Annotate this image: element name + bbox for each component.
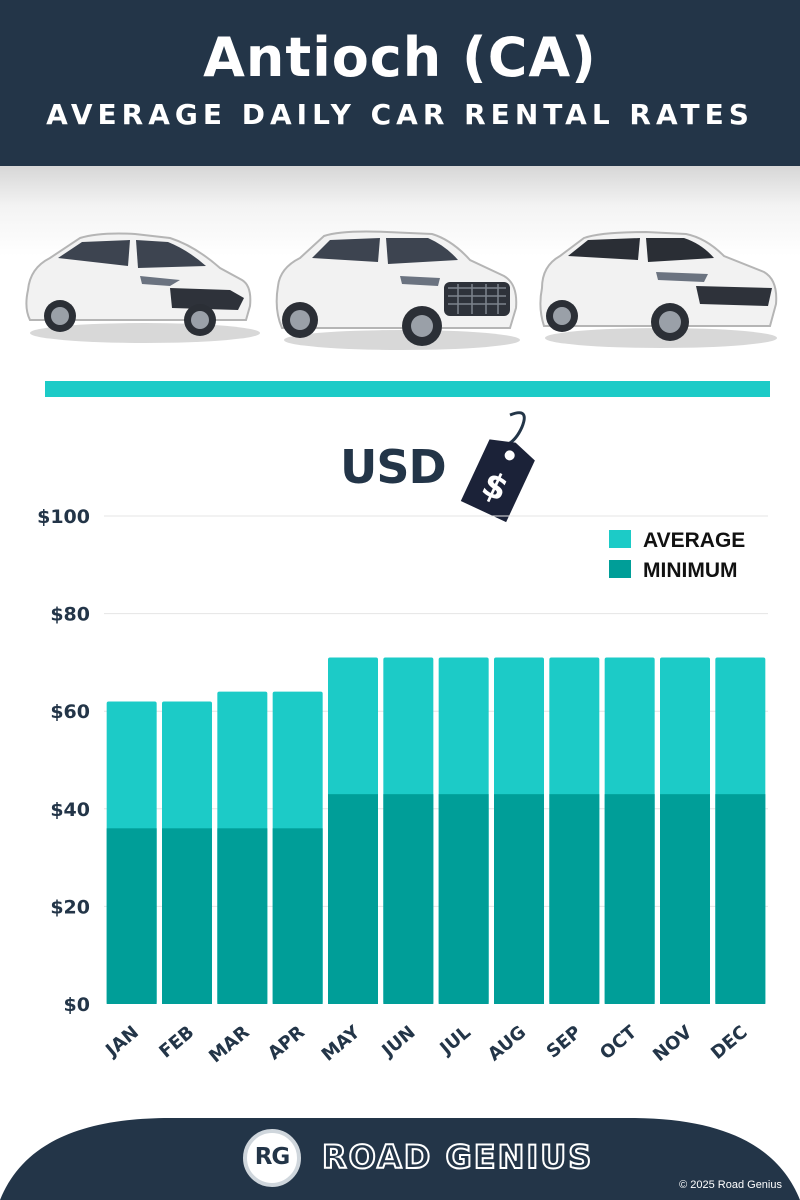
x-tick-label: FEB <box>155 1022 198 1063</box>
bar-minimum-sep <box>549 794 600 1004</box>
x-tick-label: DEC <box>707 1022 751 1064</box>
price-tag-icon: $ <box>460 411 535 523</box>
y-tick-label: $100 <box>37 506 90 528</box>
x-tick-label: OCT <box>596 1021 641 1064</box>
suv-car-image <box>275 230 520 350</box>
x-tick-label: AUG <box>484 1022 530 1066</box>
x-tick-label: MAY <box>318 1021 365 1065</box>
road-genius-logo: RG <box>243 1129 301 1187</box>
accent-rule <box>45 381 770 397</box>
hatchback-car-image <box>25 232 260 343</box>
brand-name: ROAD GENIUS <box>321 1137 594 1177</box>
y-tick-label: $60 <box>50 701 90 723</box>
rental-rates-chart: $0 $20 $40 $60 $80 $100 JAN FEB MAR APR MAY JUN JUL… <box>37 506 768 1068</box>
x-tick-label: NOV <box>649 1022 696 1066</box>
currency-label: USD <box>340 440 447 494</box>
bar-minimum-nov <box>660 794 710 1004</box>
bar-minimum-apr <box>272 828 323 1004</box>
luxury-suv-image <box>539 230 778 348</box>
x-tick-label: MAR <box>205 1022 254 1068</box>
page-title: Antioch (CA) <box>203 26 597 89</box>
x-tick-label: JUL <box>435 1022 475 1060</box>
bar-minimum-jul <box>438 794 489 1004</box>
header-banner: Antioch (CA) AVERAGE DAILY CAR RENTAL RA… <box>0 0 800 166</box>
bar-minimum-aug <box>494 794 544 1004</box>
bar-minimum-feb <box>162 828 212 1004</box>
x-tick-label: JUN <box>377 1022 420 1063</box>
y-tick-label: $40 <box>50 799 90 821</box>
legend-label-average: AVERAGE <box>643 529 745 552</box>
y-tick-label: $0 <box>64 994 90 1016</box>
bar-minimum-jun <box>383 794 434 1004</box>
y-tick-label: $20 <box>50 896 90 918</box>
bar-minimum-jan <box>106 828 157 1004</box>
bar-minimum-dec <box>715 794 766 1004</box>
footer-bar <box>0 1118 800 1200</box>
bar-minimum-mar <box>217 828 268 1004</box>
legend-swatch-average <box>609 530 631 548</box>
legend-swatch-minimum <box>609 560 631 578</box>
x-tick-label: APR <box>264 1022 309 1065</box>
x-tick-label: SEP <box>543 1022 586 1063</box>
page-subtitle: AVERAGE DAILY CAR RENTAL RATES <box>46 98 754 131</box>
bar-minimum-may <box>328 794 378 1004</box>
y-tick-label: $80 <box>50 604 90 626</box>
x-tick-label: JAN <box>100 1022 142 1062</box>
copyright-text: © 2025 Road Genius <box>679 1179 782 1191</box>
legend-label-minimum: MINIMUM <box>643 559 737 582</box>
bar-minimum-oct <box>604 794 655 1004</box>
